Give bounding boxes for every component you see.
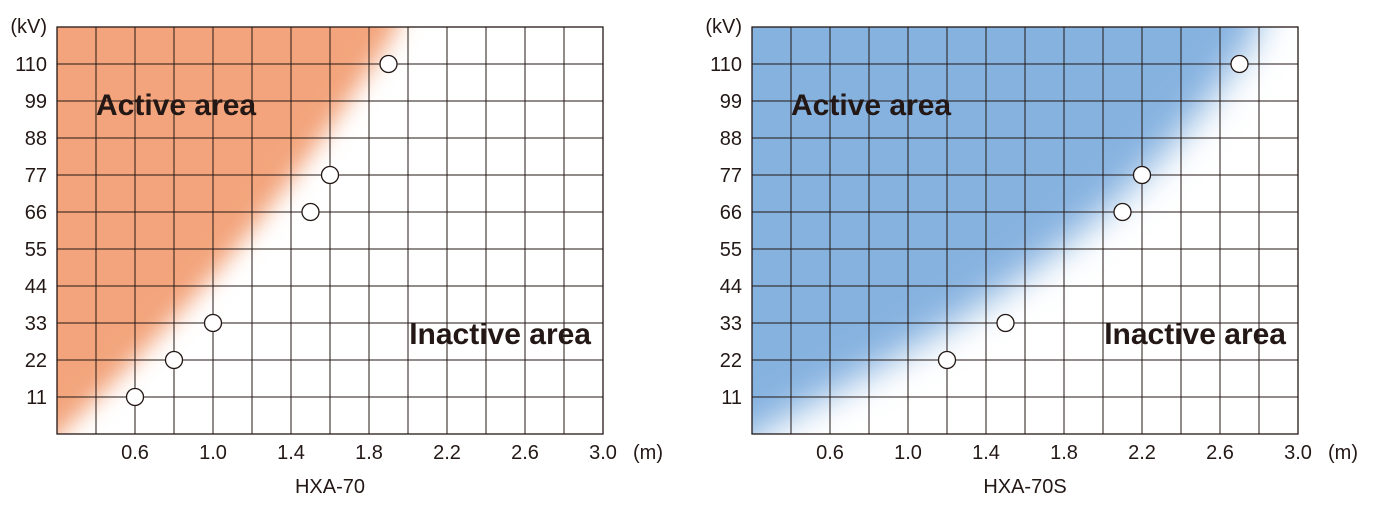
y-tick-label: 110 xyxy=(710,54,742,76)
model-label: HXA-70S xyxy=(983,476,1066,498)
chart-panel-1: 11 22 33 44 55 66 77 88 99 110 (kV) 0.6 1.0 1.4 1.8 2.2… xyxy=(10,16,663,498)
data-point xyxy=(1113,202,1132,222)
plot-frame xyxy=(751,26,1299,435)
y-tick-label: 44 xyxy=(720,276,742,298)
data-point xyxy=(1132,165,1152,185)
x-tick-label: 2.6 xyxy=(1206,442,1234,464)
x-axis-unit: (m) xyxy=(1328,442,1358,464)
y-tick-label: 11 xyxy=(26,387,47,409)
data-point xyxy=(164,350,184,370)
x-tick-label: 2.6 xyxy=(511,442,539,464)
inactive-area-label: Inactive area xyxy=(409,318,591,351)
x-axis-unit: (m) xyxy=(633,442,663,464)
y-tick-label: 66 xyxy=(720,202,742,224)
x-tick-label: 0.6 xyxy=(816,442,844,464)
chart-panel-2: 11 22 33 44 55 66 77 88 99 110 (kV) 0.6 1.0 1.4 1.8 2.2… xyxy=(705,16,1358,498)
y-axis-unit: (kV) xyxy=(705,16,742,38)
y-tick-label: 22 xyxy=(720,350,742,372)
y-axis-unit: (kV) xyxy=(10,16,47,38)
grid xyxy=(57,27,603,434)
y-tick-label: 77 xyxy=(720,165,742,187)
x-tick-label: 2.2 xyxy=(433,442,461,464)
active-area-label: Active area xyxy=(791,89,951,122)
data-point xyxy=(937,350,957,370)
active-region xyxy=(57,27,398,434)
plot-frame xyxy=(56,26,604,435)
y-tick-label: 55 xyxy=(720,239,742,261)
data-point xyxy=(125,387,145,407)
y-tick-label: 110 xyxy=(15,54,47,76)
data-point xyxy=(1230,54,1249,74)
active-area-label: Active area xyxy=(96,89,256,122)
data-point xyxy=(996,313,1015,333)
y-tick-label: 77 xyxy=(25,165,47,187)
x-tick-label: 3.0 xyxy=(1284,442,1312,464)
y-tick-label: 33 xyxy=(25,313,47,335)
x-tick-label: 2.2 xyxy=(1128,442,1156,464)
data-point xyxy=(379,54,398,74)
x-tick-label: 3.0 xyxy=(589,442,617,464)
x-tick-label: 1.8 xyxy=(1050,442,1078,464)
y-tick-label: 88 xyxy=(25,128,47,150)
active-region-group xyxy=(752,27,1260,434)
x-tick-label: 1.8 xyxy=(355,442,383,464)
x-tick-label: 0.6 xyxy=(121,442,149,464)
active-region xyxy=(752,27,1260,434)
y-tick-label: 44 xyxy=(25,276,47,298)
y-tick-label: 33 xyxy=(720,313,742,335)
y-tick-label: 11 xyxy=(721,387,742,409)
inactive-area-label: Inactive area xyxy=(1104,318,1286,351)
data-point xyxy=(320,165,340,185)
y-tick-label: 22 xyxy=(25,350,47,372)
data-point xyxy=(301,202,320,222)
x-tick-label: 1.0 xyxy=(894,442,922,464)
active-region-group xyxy=(57,27,398,434)
x-tick-label: 1.4 xyxy=(972,442,1000,464)
y-tick-label: 99 xyxy=(720,91,742,113)
y-tick-label: 66 xyxy=(25,202,47,224)
y-tick-label: 88 xyxy=(720,128,742,150)
data-point xyxy=(203,313,223,333)
model-label: HXA-70 xyxy=(295,476,365,498)
x-tick-label: 1.0 xyxy=(199,442,227,464)
y-tick-label: 99 xyxy=(25,91,47,113)
y-tick-label: 55 xyxy=(25,239,47,261)
x-tick-label: 1.4 xyxy=(277,442,305,464)
